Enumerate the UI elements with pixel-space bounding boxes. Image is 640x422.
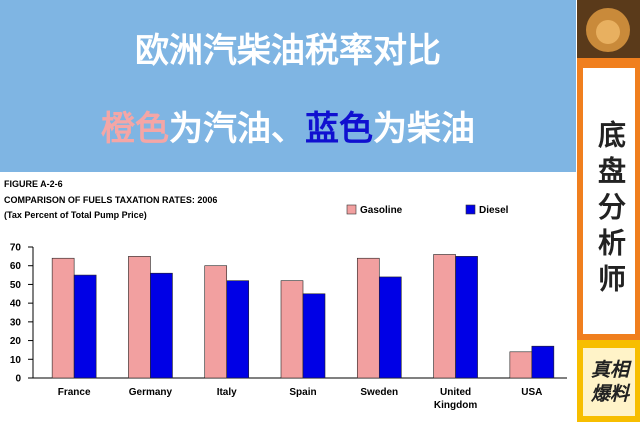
subtitle-part: 蓝色 bbox=[305, 110, 373, 148]
bar bbox=[204, 265, 228, 379]
x-tick-label: USA bbox=[521, 387, 543, 398]
banner-bg bbox=[0, 0, 576, 172]
bar bbox=[531, 345, 555, 379]
figure-label: FIGURE A-2-6 bbox=[4, 179, 63, 189]
x-tick-label: Germany bbox=[128, 387, 173, 398]
y-tick-label: 30 bbox=[10, 317, 22, 328]
y-tick-label: 70 bbox=[10, 243, 22, 254]
lion-face bbox=[596, 20, 620, 44]
legend-swatch bbox=[346, 204, 357, 215]
sidebar-label: 底盘分析师 bbox=[594, 120, 627, 300]
tag-panel bbox=[583, 348, 635, 416]
legend-label: Gasoline bbox=[360, 205, 403, 216]
x-tick-label: Italy bbox=[216, 387, 237, 398]
y-tick-label: 10 bbox=[10, 355, 22, 366]
bar bbox=[150, 272, 173, 379]
banner-title: 欧洲汽柴油税率对比 bbox=[135, 32, 441, 70]
y-tick-label: 20 bbox=[10, 336, 22, 347]
banner-subtitle: 橙色为汽油、蓝色为柴油 bbox=[101, 110, 475, 148]
bar bbox=[356, 257, 380, 379]
bar bbox=[378, 276, 402, 379]
bar bbox=[73, 274, 97, 379]
bar bbox=[226, 280, 250, 379]
y-tick-label: 60 bbox=[10, 261, 22, 272]
legend-label: Diesel bbox=[479, 205, 509, 216]
y-tick-label: 0 bbox=[15, 374, 21, 385]
chart-subtitle: (Tax Percent of Total Pump Price) bbox=[4, 210, 147, 220]
chart-title: COMPARISON OF FUELS TAXATION RATES: 2006 bbox=[4, 195, 217, 205]
subtitle-part: 为汽油、 bbox=[169, 110, 305, 148]
sidebar-panel bbox=[583, 68, 635, 334]
x-tick-label: Spain bbox=[289, 387, 317, 398]
subtitle-part: 为柴油 bbox=[373, 110, 475, 148]
bar bbox=[51, 257, 75, 379]
subtitle-part: 橙色 bbox=[101, 110, 169, 148]
y-tick-label: 40 bbox=[10, 299, 22, 310]
y-tick-label: 50 bbox=[10, 280, 22, 291]
bar bbox=[302, 293, 326, 379]
x-tick-label: United Kingdom bbox=[433, 387, 478, 411]
bar bbox=[509, 351, 533, 379]
legend-swatch bbox=[465, 204, 476, 215]
bar bbox=[128, 256, 151, 379]
x-tick-label: France bbox=[57, 387, 91, 398]
bar bbox=[455, 256, 478, 379]
bar bbox=[433, 254, 456, 379]
x-tick-label: Sweden bbox=[360, 387, 399, 398]
sidebar-tag: 真相爆料 bbox=[590, 359, 629, 405]
bar bbox=[280, 280, 304, 379]
